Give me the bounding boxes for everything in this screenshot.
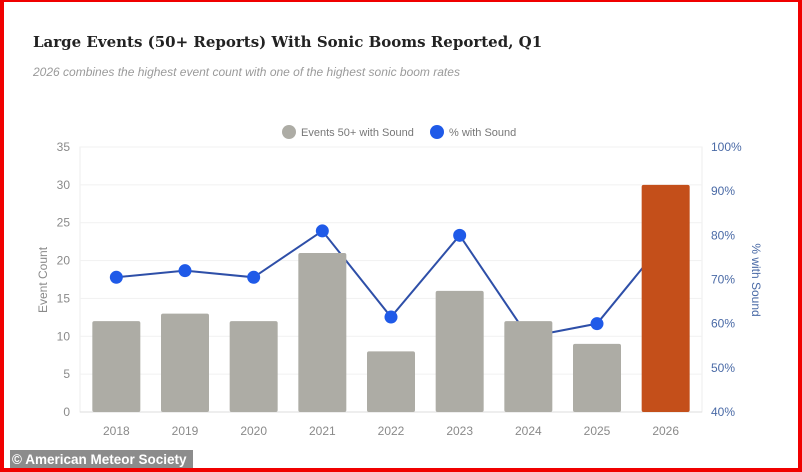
y2-tick-label: 100% [711,140,742,154]
line-point-2019 [178,264,192,278]
y-tick-label: 15 [57,291,71,305]
line-point-2018 [109,270,123,284]
bar-2023 [435,290,484,412]
legend-swatch-bars [282,125,296,139]
legend-label-line: % with Sound [449,127,516,139]
y2-tick-label: 50% [711,361,735,375]
y2-tick-label: 80% [711,228,735,242]
y2-axis-title: % with Sound [749,243,763,316]
bar-2026 [641,184,690,412]
y-tick-label: 35 [57,140,71,154]
bar-2019 [161,313,209,412]
y-tick-label: 30 [57,178,71,192]
chart-title: Large Events (50+ Reports) With Sonic Bo… [33,33,543,51]
legend: Events 50+ with Sound % with Sound [282,125,516,139]
x-tick-label: 2020 [240,424,267,438]
x-tick-label: 2024 [515,424,542,438]
line-point-2021 [315,224,329,238]
line-point-2025 [590,317,604,331]
x-tick-label: 2025 [584,424,611,438]
bar-2022 [367,351,415,412]
x-tick-label: 2019 [172,424,199,438]
y2-tick-label: 60% [711,317,735,331]
x-tick-label: 2021 [309,424,336,438]
y2-tick-label: 90% [711,184,735,198]
legend-swatch-line [430,125,444,139]
y-tick-label: 10 [57,329,71,343]
chart-subtitle: 2026 combines the highest event count wi… [33,65,460,79]
legend-label-bars: Events 50+ with Sound [301,127,414,139]
bar-2018 [92,321,141,412]
y-axis-title: Event Count [36,246,50,313]
axis-ticks: 0510152025303540%50%60%70%80%90%100%2018… [57,140,742,438]
line-point-2023 [453,228,467,242]
x-tick-label: 2018 [103,424,130,438]
bar-series [92,184,690,412]
bar-2020 [229,321,278,412]
bar-2021 [298,253,347,412]
y-tick-label: 0 [63,405,70,419]
x-tick-label: 2023 [446,424,473,438]
x-tick-label: 2022 [378,424,405,438]
bar-2025 [573,343,621,412]
y2-tick-label: 70% [711,273,735,287]
y2-tick-label: 40% [711,405,735,419]
credit-watermark: © American Meteor Society [10,450,193,469]
line-point-2022 [384,310,398,324]
bar-2024 [504,321,553,412]
x-tick-label: 2026 [652,424,679,438]
y-tick-label: 20 [57,254,71,268]
line-point-2020 [247,270,261,284]
y-tick-label: 5 [63,367,70,381]
y-tick-label: 25 [57,216,71,230]
